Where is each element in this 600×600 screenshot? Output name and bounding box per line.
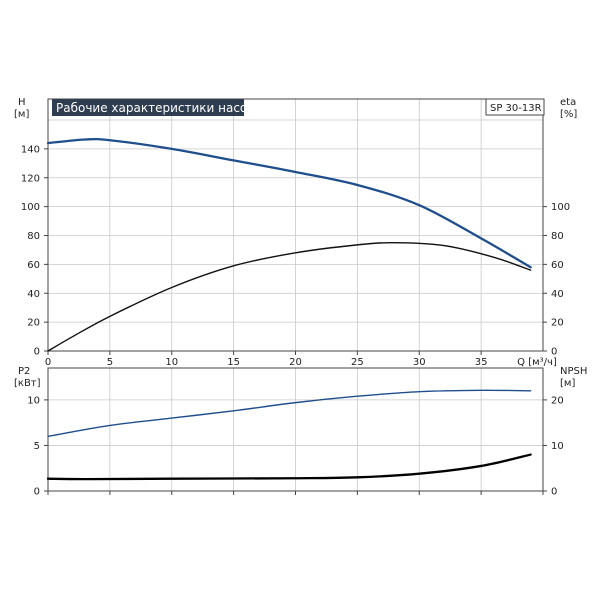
right-axis-unit: [%] — [560, 109, 577, 120]
x-axis-tick-label: 20 — [289, 357, 302, 368]
x-axis-tick-label: 35 — [475, 357, 488, 368]
right-axis-tick-label: 0 — [551, 347, 557, 358]
series-line — [46, 453, 532, 481]
series-line — [47, 389, 532, 438]
x-axis-label: Q [м³/ч] — [517, 357, 557, 368]
left-axis-label: P2 — [18, 366, 30, 377]
x-axis-tick-label: 25 — [351, 357, 364, 368]
series-line — [47, 242, 532, 352]
left-axis-tick-label: 40 — [27, 289, 40, 300]
right-axis-tick-label: 0 — [551, 487, 557, 498]
right-axis-tick-label: 40 — [551, 289, 564, 300]
left-axis-tick-label: 60 — [27, 260, 40, 271]
model-label: SP 30-13R — [490, 103, 542, 114]
series-line — [46, 137, 532, 269]
x-axis-tick-label: 15 — [227, 357, 240, 368]
left-axis-tick-label: 0 — [34, 347, 40, 358]
left-axis-tick-label: 120 — [21, 173, 40, 184]
left-axis-unit: [кВт] — [14, 378, 41, 389]
right-axis-tick-label: 20 — [551, 395, 564, 406]
right-axis-label: NPSH — [560, 366, 587, 377]
chart-title: Рабочие характеристики насоса — [56, 101, 261, 115]
left-axis-tick-label: 20 — [27, 318, 40, 329]
right-axis-tick-label: 100 — [551, 202, 570, 213]
model-label-box — [485, 98, 545, 116]
left-axis-label: H — [18, 97, 26, 108]
left-axis-tick-label: 0 — [34, 487, 40, 498]
right-axis-unit: [м] — [560, 378, 575, 389]
x-axis-tick-label: 0 — [45, 357, 51, 368]
x-axis-tick-label: 5 — [107, 357, 113, 368]
right-axis-tick-label: 60 — [551, 260, 564, 271]
x-axis-tick-label: 10 — [165, 357, 178, 368]
left-axis-tick-label: 80 — [27, 231, 40, 242]
chart-title-background — [52, 99, 244, 116]
right-axis-tick-label: 10 — [551, 441, 564, 452]
right-axis-tick-label: 20 — [551, 318, 564, 329]
left-axis-tick-label: 10 — [27, 395, 40, 406]
left-axis-unit: [м] — [14, 109, 29, 120]
right-axis-label: eta — [560, 97, 576, 108]
left-axis-tick-label: 140 — [21, 144, 40, 155]
left-axis-tick-label: 100 — [21, 202, 40, 213]
right-axis-tick-label: 80 — [551, 231, 564, 242]
left-axis-tick-label: 5 — [34, 441, 40, 452]
x-axis-tick-label: 30 — [413, 357, 426, 368]
